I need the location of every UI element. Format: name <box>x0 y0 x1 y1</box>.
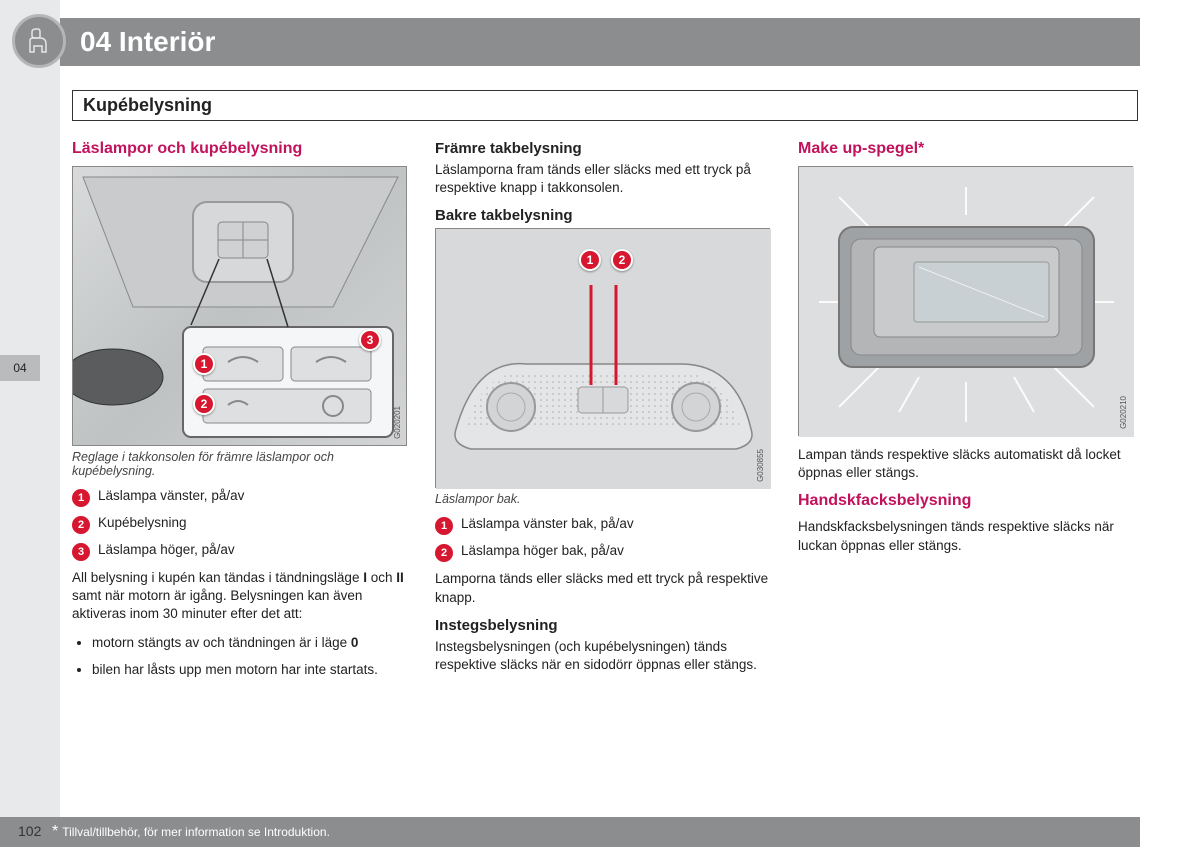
content-columns: Läslampor och kupébelysning 1 <box>72 140 1138 687</box>
figure-marker-3: 3 <box>359 329 381 351</box>
footer-bar: * Tillval/tillbehör, för mer information… <box>0 817 1140 847</box>
section-title: Kupébelysning <box>83 95 1127 116</box>
chapter-icon <box>12 14 66 68</box>
column-3: Make up-spegel* <box>798 140 1133 687</box>
page-sidebar <box>0 0 60 847</box>
bullet-text: bilen har låsts upp men motorn har inte … <box>92 661 407 680</box>
col2-caption: Läslampor bak. <box>435 492 770 506</box>
figure-code: G030855 <box>756 449 765 482</box>
callout-row: 2 Kupébelysning <box>72 515 407 534</box>
figure-rear-lights: 1 2 G030855 <box>435 228 770 488</box>
figure-console-controls: 1 2 3 G020201 <box>72 166 407 446</box>
callout-num: 3 <box>72 543 90 561</box>
side-tab: 04 <box>0 355 40 381</box>
column-2: Främre takbelysning Läslamporna fram tän… <box>435 140 770 687</box>
col3-h2: Handskfacksbelysning <box>798 492 1133 510</box>
callout-text: Kupébelysning <box>98 515 187 530</box>
col3-p1: Lampan tänds respektive släcks automatis… <box>798 446 1133 482</box>
col1-heading: Läslampor och kupébelysning <box>72 140 407 158</box>
col2-h1: Främre takbelysning <box>435 140 770 157</box>
col3-p2: Handskfacksbelysningen tänds respektive … <box>798 518 1133 554</box>
bullet-text: motorn stängts av och tändningen är i lä… <box>92 635 358 650</box>
chapter-title: 04 Interiör <box>60 26 215 58</box>
col3-h1: Make up-spegel* <box>798 140 1133 158</box>
figure-code: G020210 <box>1119 396 1128 429</box>
col1-caption: Reglage i takkonsolen för främre läslamp… <box>72 450 407 478</box>
callout-num: 1 <box>435 517 453 535</box>
callout-row: 1 Läslampa vänster, på/av <box>72 488 407 507</box>
callout-text: Läslampa vänster, på/av <box>98 488 244 503</box>
chapter-header: 04 Interiör <box>60 18 1140 66</box>
figure-code: G020201 <box>393 406 402 439</box>
section-title-box: Kupébelysning <box>72 90 1138 121</box>
column-1: Läslampor och kupébelysning 1 <box>72 140 407 687</box>
callout-row: 1 Läslampa vänster bak, på/av <box>435 516 770 535</box>
callout-num: 2 <box>72 516 90 534</box>
page-number: 102 <box>18 823 41 839</box>
callout-text: Läslampa höger, på/av <box>98 542 235 557</box>
callout-row: 2 Läslampa höger bak, på/av <box>435 543 770 562</box>
callout-num: 1 <box>72 489 90 507</box>
col2-p1: Läslamporna fram tänds eller släcks med … <box>435 161 770 197</box>
col2-p2: Lamporna tänds eller släcks med ett tryc… <box>435 570 770 606</box>
figure-makeup-mirror: G020210 <box>798 166 1133 436</box>
col1-para1: All belysning i kupén kan tändas i tändn… <box>72 569 407 624</box>
callout-row: 3 Läslampa höger, på/av <box>72 542 407 561</box>
col1-bullets: motorn stängts av och tändningen är i lä… <box>72 634 407 680</box>
figure-marker-2: 2 <box>193 393 215 415</box>
footnote-text: Tillval/tillbehör, för mer information s… <box>62 825 330 839</box>
callout-num: 2 <box>435 544 453 562</box>
col2-p3: Instegsbelysningen (och kupébelysningen)… <box>435 638 770 674</box>
callout-text: Läslampa höger bak, på/av <box>461 543 624 558</box>
footnote-star: * <box>52 823 58 841</box>
callout-text: Läslampa vänster bak, på/av <box>461 516 634 531</box>
col2-h2: Bakre takbelysning <box>435 207 770 224</box>
figure-marker-1: 1 <box>193 353 215 375</box>
col2-h3: Instegsbelysning <box>435 617 770 634</box>
